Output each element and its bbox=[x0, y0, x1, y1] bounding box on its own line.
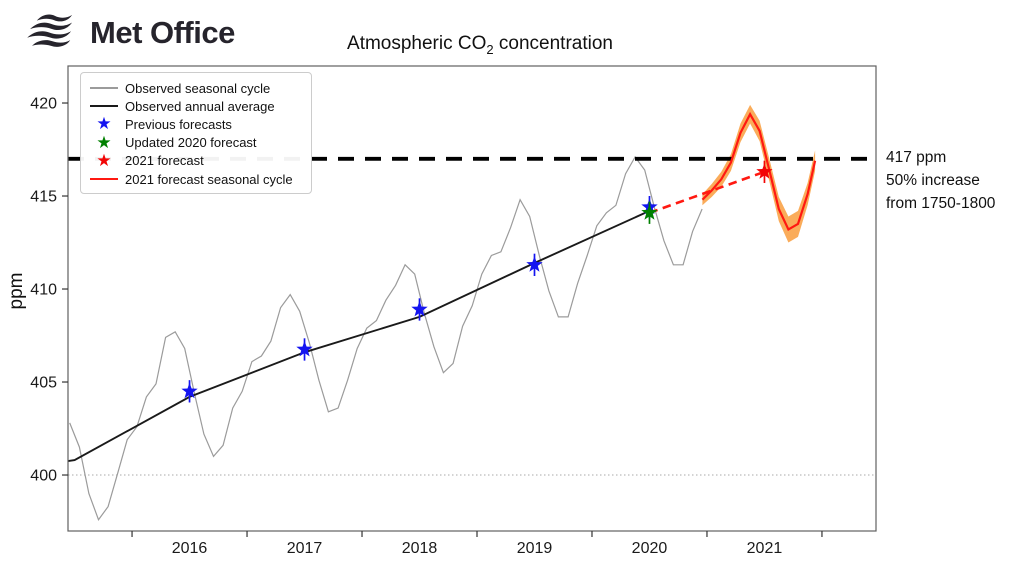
annotation-line-3: from 1750-1800 bbox=[886, 195, 996, 212]
met-office-logo: Met Office bbox=[24, 12, 235, 54]
legend-item-label: Previous forecasts bbox=[125, 116, 232, 132]
met-office-wordmark: Met Office bbox=[90, 15, 235, 50]
legend-item: ★ Previous forecasts bbox=[89, 115, 303, 133]
legend-item-label: Observed seasonal cycle bbox=[125, 80, 271, 96]
forecast-cycle-line bbox=[701, 111, 817, 232]
legend-item: Observed annual average bbox=[89, 97, 303, 115]
x-tick-label: 2021 bbox=[747, 540, 783, 557]
plot-border bbox=[67, 65, 877, 532]
legend-item-label: 2021 forecast seasonal cycle bbox=[125, 171, 293, 187]
legend-item: ★ 2021 forecast bbox=[89, 152, 303, 170]
previous-forecast-star bbox=[526, 256, 543, 272]
y-tick-label: 415 bbox=[30, 189, 57, 206]
legend-star-icon: ★ bbox=[96, 132, 112, 152]
x-tick-label: 2016 bbox=[172, 540, 208, 557]
legend-line-icon bbox=[89, 87, 119, 90]
previous-forecast-star bbox=[296, 340, 313, 357]
legend-line-icon bbox=[89, 178, 119, 181]
legend-star-icon: ★ bbox=[96, 150, 112, 170]
y-tick-label: 400 bbox=[30, 468, 57, 485]
forecast-2021-star bbox=[756, 163, 773, 179]
legend-item: ★ Updated 2020 forecast bbox=[89, 134, 303, 152]
annotation-line-1: 417 ppm bbox=[886, 149, 947, 166]
threshold-annotation: 417 ppm 50% increase from 1750-1800 bbox=[886, 146, 995, 215]
legend-item: 2021 forecast seasonal cycle bbox=[89, 170, 303, 188]
updated-2020-forecast-star bbox=[641, 204, 658, 220]
legend-line-icon bbox=[89, 105, 119, 108]
annotation-line-2: 50% increase bbox=[886, 172, 980, 189]
observed-seasonal-line bbox=[69, 155, 703, 521]
met-office-waves-icon bbox=[27, 14, 73, 47]
x-tick-label: 2017 bbox=[287, 540, 323, 557]
y-tick-label: 405 bbox=[30, 375, 57, 392]
previous-forecast-star bbox=[181, 382, 198, 399]
legend-item: Observed seasonal cycle bbox=[89, 79, 303, 97]
forecast-connector-line bbox=[649, 170, 765, 215]
previous-forecast-star bbox=[411, 300, 428, 317]
legend-star-icon: ★ bbox=[96, 114, 112, 134]
y-tick-label: 420 bbox=[30, 96, 57, 113]
observed-annual-line bbox=[67, 210, 650, 463]
chart-title: Atmospheric CO2 concentration bbox=[347, 33, 613, 57]
chart-legend: Observed seasonal cycle Observed annual a… bbox=[80, 72, 312, 195]
x-tick-label: 2020 bbox=[632, 540, 668, 557]
legend-item-label: 2021 forecast bbox=[125, 153, 204, 169]
x-tick-label: 2018 bbox=[402, 540, 438, 557]
legend-item-label: Observed annual average bbox=[125, 98, 275, 114]
y-tick-label: 410 bbox=[30, 282, 57, 299]
x-tick-label: 2019 bbox=[517, 540, 553, 557]
legend-item-label: Updated 2020 forecast bbox=[125, 135, 257, 151]
